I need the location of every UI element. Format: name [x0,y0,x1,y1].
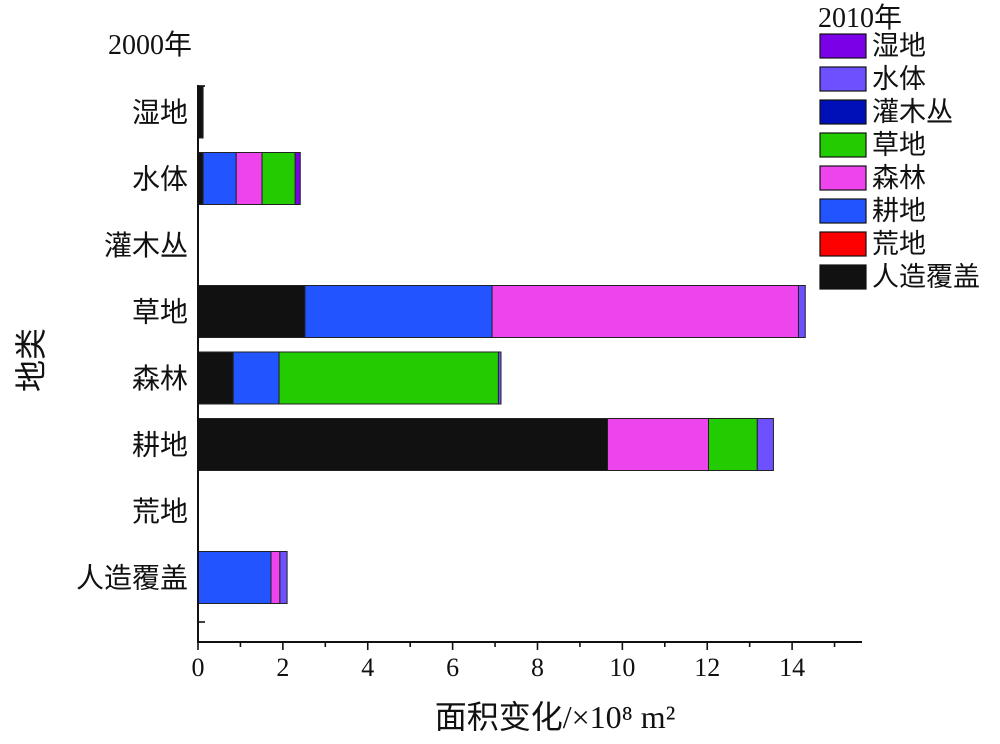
x-axis-title: 面积变化/×10⁸ m² [435,699,676,735]
legend-title: 2010年 [818,2,902,34]
bar-segment-r3-s4 [491,285,799,338]
bar-segment-r3-s5 [304,285,493,338]
legend-swatch-7 [819,264,867,290]
legend-swatch-6 [819,231,867,257]
legend-label-7: 人造覆盖 [872,262,980,292]
bar-segment-r7-s5 [197,551,272,604]
legend-label-2: 灌木丛 [872,97,953,127]
bar-segment-r5-s3 [708,418,758,471]
bar-segment-r4-s7 [197,351,234,405]
category-label-4: 森林 [132,363,188,395]
legend-label-1: 水体 [872,64,926,94]
bars-layer [197,85,806,604]
bar-segment-r4-s5 [232,351,280,405]
category-label-5: 耕地 [132,430,188,462]
bar-segment-r5-s1 [756,418,774,471]
bar-segment-r1-s0 [294,152,301,205]
category-label-3: 草地 [132,297,188,329]
legend-swatch-2 [819,99,867,125]
bar-segment-r5-s4 [607,418,710,471]
category-label-7: 人造覆盖 [76,563,188,595]
bar-segment-r1-s3 [261,152,296,205]
axes-layer [197,85,862,643]
x-tick-label-5: 10 [609,653,635,682]
bar-segment-r4-s1 [497,351,502,405]
category-label-2: 灌木丛 [104,230,188,262]
category-label-0: 湿地 [132,97,188,129]
x-tick-label-4: 8 [531,653,544,682]
y-group-label: 2000年 [108,29,192,61]
legend-label-3: 草地 [872,130,926,160]
bar-segment-r1-s5 [202,152,237,205]
bar-segment-r7-s4 [270,551,281,604]
legend-label-4: 森林 [872,163,926,193]
legend-label-5: 耕地 [872,196,926,226]
legend-swatch-3 [819,132,867,158]
bar-segment-r3-s1 [797,285,806,338]
legend-swatch-0 [819,33,867,59]
bar-segment-r7-s1 [279,551,288,604]
x-tick-label-1: 2 [276,653,289,682]
category-label-1: 水体 [132,164,188,196]
legend-swatch-4 [819,165,867,191]
x-tick-label-0: 0 [192,653,205,682]
legend-swatch-5 [819,198,867,224]
y-axis-title: 地类 [13,328,49,392]
legend-swatch-1 [819,66,867,92]
category-label-6: 荒地 [132,496,188,528]
bar-segment-r1-s4 [235,152,263,205]
x-tick-label-6: 12 [694,653,720,682]
x-axis-ticks: 0 2 4 6 8 10 12 14 [192,642,836,682]
bar-segment-r3-s7 [197,285,306,338]
x-tick-label-2: 4 [361,653,374,682]
legend-label-6: 荒地 [872,229,926,259]
bar-segment-r4-s3 [278,351,499,405]
legend-label-0: 湿地 [872,31,926,61]
bar-segment-r5-s7 [197,418,609,471]
x-tick-label-3: 6 [446,653,459,682]
x-tick-label-7: 14 [779,653,805,682]
